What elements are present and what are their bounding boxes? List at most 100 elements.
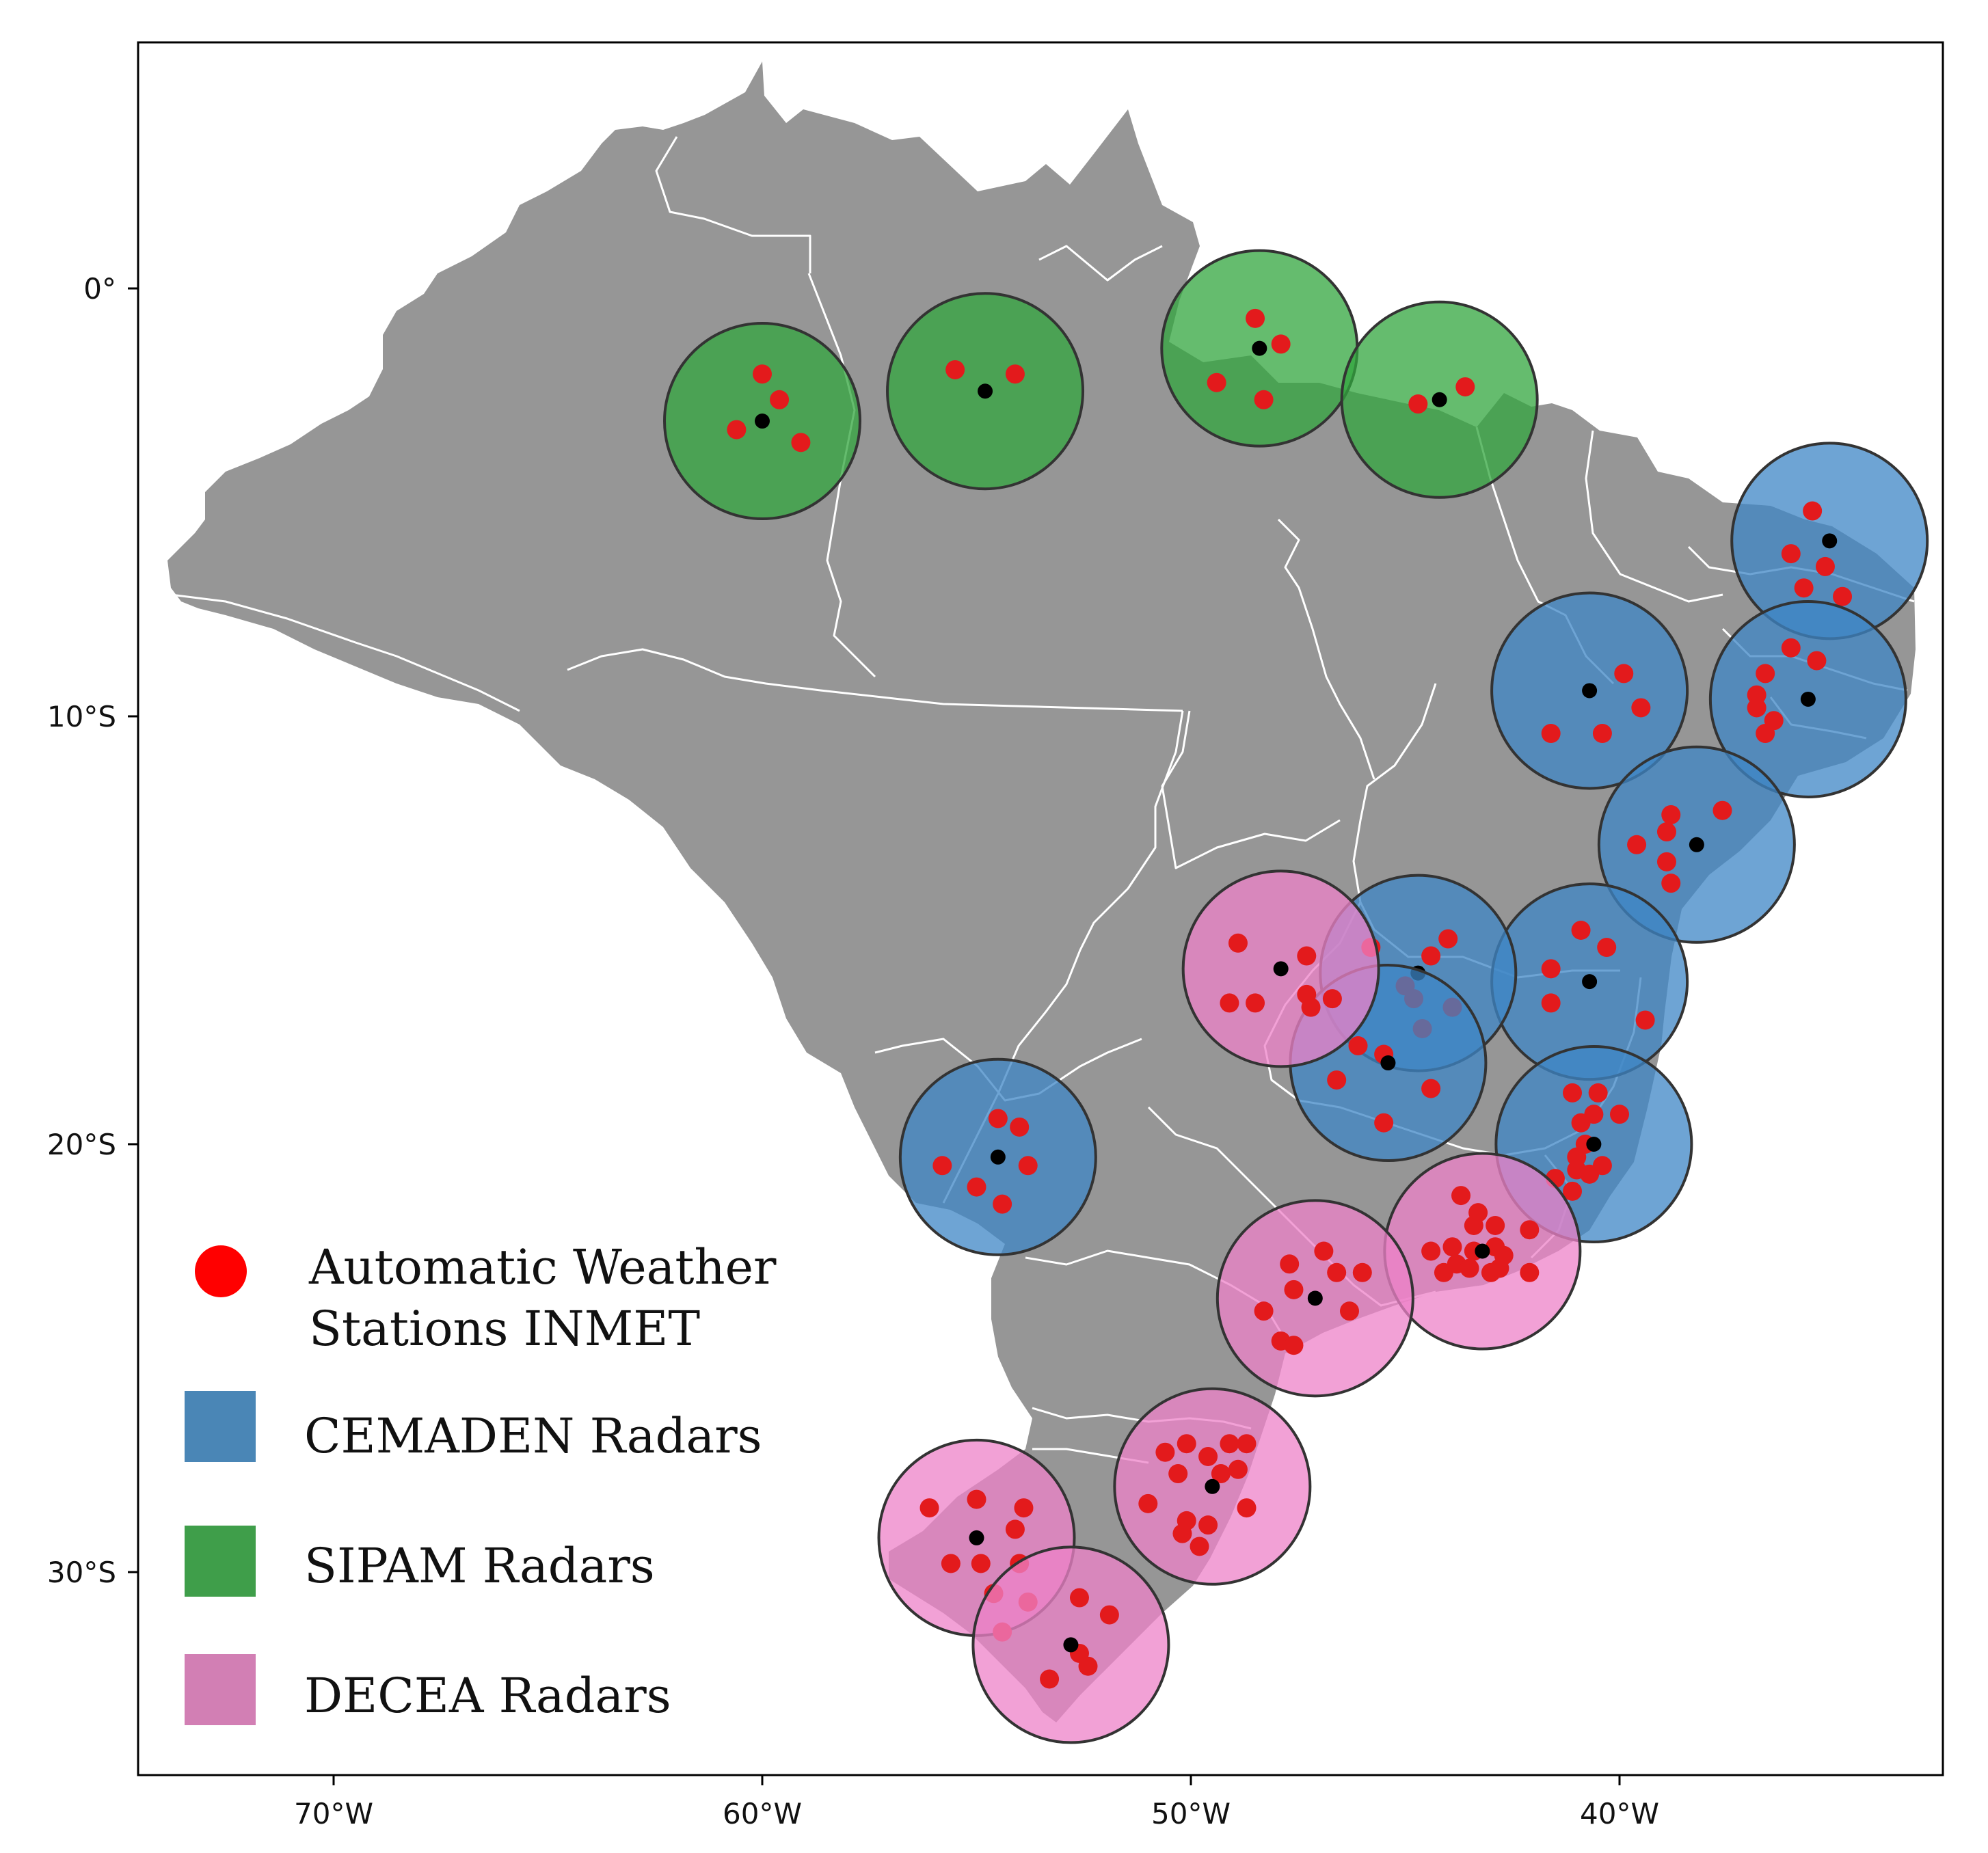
legend-stations-line1: Automatic Weather: [308, 1239, 777, 1295]
weather-station-point: [1078, 1656, 1098, 1676]
legend-cemaden-swatch: [185, 1391, 256, 1462]
border-am-rr: [655, 136, 811, 273]
weather-station-point: [1246, 993, 1265, 1013]
weather-station-point: [1627, 835, 1647, 854]
weather-station-point: [1018, 1156, 1038, 1176]
x-tick-label: 50°W: [1151, 1797, 1231, 1830]
radar-coverage-layer: [663, 249, 1929, 1744]
border-ne-2: [1585, 430, 1723, 603]
weather-station-point: [1099, 1605, 1119, 1625]
weather-station-point: [1661, 804, 1681, 824]
weather-station-point: [1155, 1442, 1175, 1462]
weather-station-point: [1781, 544, 1801, 564]
weather-station-point: [1190, 1537, 1209, 1556]
weather-station-point: [1442, 1237, 1462, 1257]
weather-station-point: [1211, 1464, 1231, 1484]
weather-station-point: [1592, 1156, 1612, 1176]
weather-station-point: [1254, 1301, 1274, 1321]
weather-station-point: [1284, 1336, 1304, 1355]
weather-station-point: [1005, 1519, 1025, 1539]
weather-station-point: [791, 433, 811, 452]
radar-decea-16: [1215, 1199, 1414, 1398]
weather-station-point: [1592, 724, 1612, 744]
y-tick-label: 30°S: [47, 1556, 116, 1589]
radar-decea-14: [1181, 869, 1380, 1068]
weather-station-point: [971, 1554, 991, 1573]
weather-station-point: [1490, 1258, 1509, 1278]
legend-stations-line2: Stations INMET: [309, 1301, 700, 1357]
legend: Automatic Weather Stations INMET CEMADEN…: [185, 1239, 777, 1725]
weather-station-point: [1339, 1301, 1359, 1321]
radar-site-point: [1582, 974, 1598, 990]
weather-station-point: [1198, 1446, 1218, 1466]
weather-station-point: [1220, 993, 1239, 1013]
y-tick-label: 10°S: [47, 700, 116, 733]
x-tick-label: 60°W: [723, 1797, 802, 1830]
weather-station-point: [1177, 1434, 1196, 1454]
radar-site-point: [1822, 533, 1838, 549]
weather-station-point: [1010, 1117, 1030, 1137]
weather-station-point: [1040, 1669, 1060, 1689]
weather-station-point: [1455, 377, 1475, 396]
weather-station-point: [1520, 1262, 1540, 1282]
x-tick-label: 40°W: [1580, 1797, 1659, 1830]
weather-station-point: [1656, 822, 1676, 842]
radar-site-point: [1800, 691, 1816, 707]
weather-station-point: [1297, 946, 1317, 966]
radar-decea-17: [1113, 1387, 1312, 1586]
weather-station-point: [1614, 664, 1634, 684]
weather-station-point: [1408, 394, 1428, 414]
weather-station-point: [1322, 989, 1342, 1009]
weather-station-point: [1421, 1241, 1441, 1261]
weather-station-point: [967, 1177, 986, 1197]
y-axis-ticks: 0° 10°S 20°S 30°S: [47, 272, 138, 1589]
weather-station-point: [1327, 1262, 1347, 1282]
radar-site-point: [1307, 1290, 1323, 1306]
weather-station-point: [1314, 1241, 1334, 1261]
weather-station-point: [967, 1489, 986, 1509]
weather-station-point: [1631, 698, 1651, 718]
weather-station-point: [1434, 1262, 1453, 1282]
radar-site-point: [1273, 961, 1289, 977]
weather-station-point: [1486, 1215, 1505, 1235]
weather-station-point: [1520, 1220, 1540, 1240]
weather-station-point: [1301, 997, 1321, 1017]
weather-station-point: [1237, 1434, 1257, 1454]
legend-decea-swatch: [185, 1654, 256, 1725]
weather-station-point: [1348, 1036, 1368, 1056]
radar-site-point: [1582, 683, 1598, 699]
legend-station-marker: [195, 1245, 247, 1297]
weather-station-point: [770, 390, 790, 409]
weather-station-point: [1571, 921, 1591, 940]
weather-station-point: [1584, 1105, 1604, 1124]
weather-station-point: [1228, 933, 1248, 953]
weather-station-point: [1451, 1186, 1471, 1206]
weather-station-point: [1168, 1464, 1188, 1484]
weather-station-point: [1172, 1524, 1192, 1543]
weather-station-point: [1246, 308, 1265, 328]
y-tick-label: 20°S: [47, 1128, 116, 1161]
radar-cemaden-9: [1490, 882, 1689, 1081]
weather-station-point: [753, 364, 772, 384]
radar-sipam-3: [1160, 249, 1359, 448]
radar-sipam-2: [886, 292, 1085, 491]
radar-decea-19: [971, 1545, 1170, 1744]
y-tick-label: 0°: [83, 272, 116, 306]
weather-station-point: [1421, 1079, 1441, 1098]
weather-station-point: [1014, 1498, 1034, 1518]
weather-station-point: [1541, 724, 1561, 744]
weather-station-point: [1352, 1262, 1372, 1282]
weather-station-point: [1198, 1515, 1218, 1535]
border-to-go: [1161, 710, 1341, 869]
radar-site-point: [1380, 1055, 1396, 1071]
border-ma: [1277, 518, 1375, 780]
x-axis-ticks: 70°W 60°W 50°W 40°W: [294, 1775, 1659, 1830]
weather-station-point: [1712, 800, 1732, 820]
weather-station-point: [932, 1156, 952, 1176]
weather-station-point: [1815, 556, 1835, 576]
weather-station-point: [1327, 1070, 1347, 1090]
legend-decea-label: DECEA Radars: [304, 1668, 671, 1724]
weather-station-point: [1421, 946, 1441, 966]
weather-station-point: [1756, 724, 1775, 744]
